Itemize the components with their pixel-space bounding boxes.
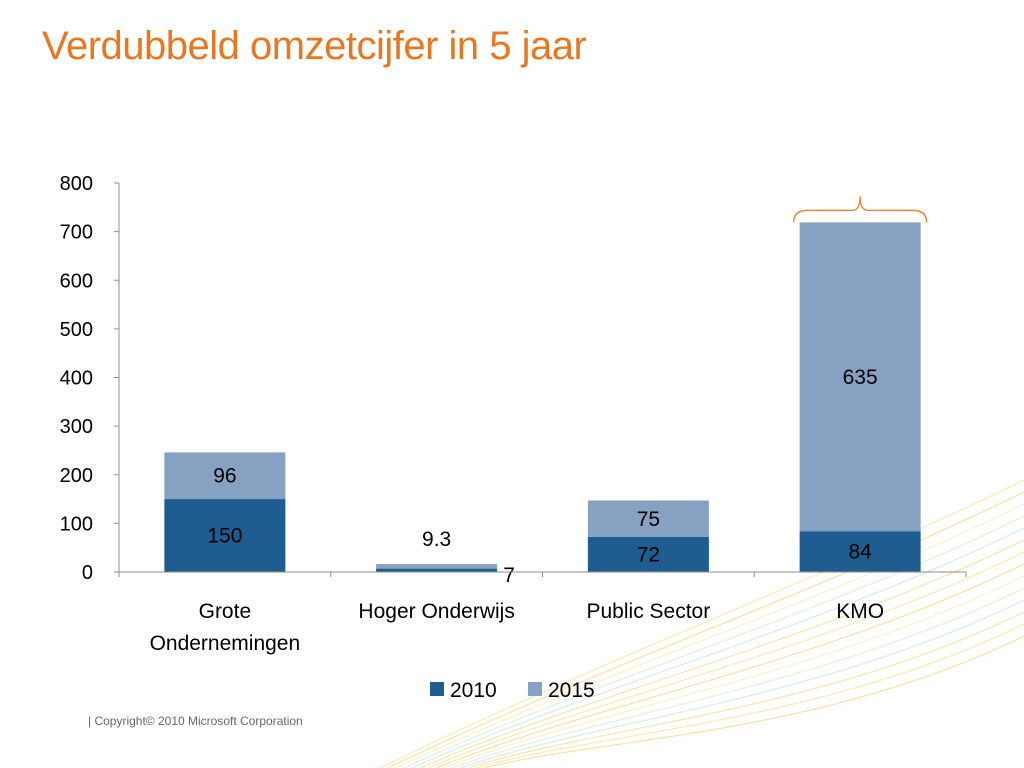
- y-tick-label: 500: [60, 319, 93, 341]
- bar-2010: [376, 568, 498, 572]
- y-tick-label: 200: [60, 465, 93, 487]
- data-label-2015: 75: [637, 508, 660, 531]
- slide-title: Verdubbeld omzetcijfer in 5 jaar: [42, 24, 587, 68]
- copyright-footer: | Copyright© 2010 Microsoft Corporation: [88, 714, 303, 728]
- legend-swatch-2015: [528, 682, 542, 696]
- y-tick-label: 600: [60, 270, 93, 292]
- bar-2010: [587, 536, 709, 572]
- y-tick-label: 0: [82, 562, 93, 584]
- y-tick-label: 300: [60, 416, 93, 438]
- data-label-2015: 9.3: [422, 528, 451, 551]
- data-label-2015: 96: [213, 465, 236, 488]
- brace-annotation: [792, 196, 928, 223]
- y-tick-label: 700: [60, 222, 93, 244]
- data-label-2010: 84: [848, 541, 872, 564]
- bar-2015: [376, 564, 498, 569]
- x-axis: Grote Ondernemingen Hoger Onderwijs Public …: [118, 571, 967, 655]
- data-label-2015: 635: [843, 366, 878, 389]
- y-axis: 0 100 200 300 400 500 600 700 800: [60, 173, 120, 584]
- data-label-2010: 150: [207, 525, 242, 548]
- data-label-2010: 7: [503, 564, 515, 587]
- brace-path: [792, 196, 928, 223]
- x-category-label: KMO: [836, 600, 884, 623]
- bar-2015: [587, 500, 709, 537]
- legend: 2010 2015: [430, 679, 595, 702]
- legend-label-2015: 2015: [548, 679, 595, 702]
- bars: [164, 222, 921, 572]
- x-category-label: Grote Ondernemingen: [150, 600, 301, 655]
- legend-label-2010: 2010: [450, 679, 497, 702]
- bar-2010: [799, 531, 921, 572]
- y-tick-label: 400: [60, 368, 93, 390]
- data-labels: 150 96 7 9.3 72 75 84 635: [207, 366, 877, 587]
- legend-swatch-2010: [430, 682, 444, 696]
- bar-2010: [164, 499, 286, 572]
- x-category-label: Public Sector: [587, 600, 711, 623]
- data-label-2010: 72: [637, 543, 660, 566]
- y-tick-label: 100: [60, 513, 93, 535]
- bar-2015: [799, 222, 921, 532]
- bar-2015: [164, 452, 286, 500]
- x-category-label: Hoger Onderwijs: [358, 600, 514, 623]
- y-tick-label: 800: [60, 173, 93, 195]
